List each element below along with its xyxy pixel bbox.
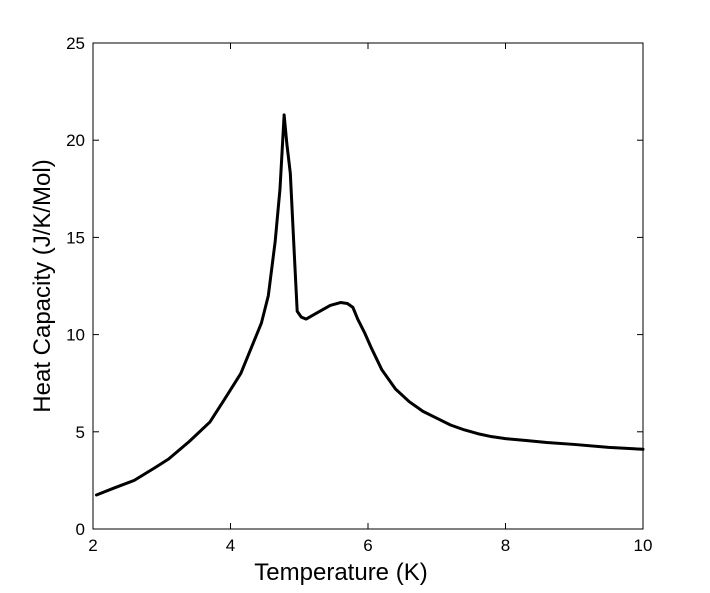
x-axis-ticks: 2 4 6 8 10 bbox=[88, 43, 652, 555]
x-tick-label: 10 bbox=[634, 536, 653, 555]
y-tick-label: 10 bbox=[66, 326, 85, 345]
y-tick-label: 20 bbox=[66, 131, 85, 150]
y-axis-ticks: 0 5 10 15 20 25 bbox=[66, 34, 643, 539]
x-tick-label: 4 bbox=[226, 536, 235, 555]
x-tick-label: 6 bbox=[363, 536, 372, 555]
y-tick-label: 5 bbox=[76, 423, 85, 442]
heat-capacity-line bbox=[94, 113, 645, 497]
y-axis-label: Heat Capacity (J/K/Mol) bbox=[29, 159, 56, 412]
y-tick-label: 25 bbox=[66, 34, 85, 53]
plot-area bbox=[92, 42, 644, 530]
x-axis-label: Temperature (K) bbox=[254, 559, 427, 586]
x-tick-label: 8 bbox=[501, 536, 510, 555]
y-tick-label: 0 bbox=[76, 520, 85, 539]
y-tick-label: 15 bbox=[66, 228, 85, 247]
x-tick-label: 2 bbox=[88, 536, 97, 555]
